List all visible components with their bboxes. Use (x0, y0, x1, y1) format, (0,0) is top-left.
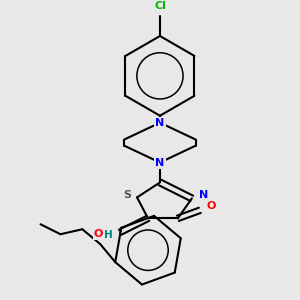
Text: H: H (104, 230, 112, 240)
Text: N: N (199, 190, 208, 200)
Text: N: N (155, 158, 165, 167)
Text: O: O (206, 201, 215, 212)
Text: O: O (94, 229, 103, 239)
Text: Cl: Cl (154, 1, 166, 11)
Text: N: N (155, 118, 165, 128)
Text: S: S (123, 190, 131, 200)
